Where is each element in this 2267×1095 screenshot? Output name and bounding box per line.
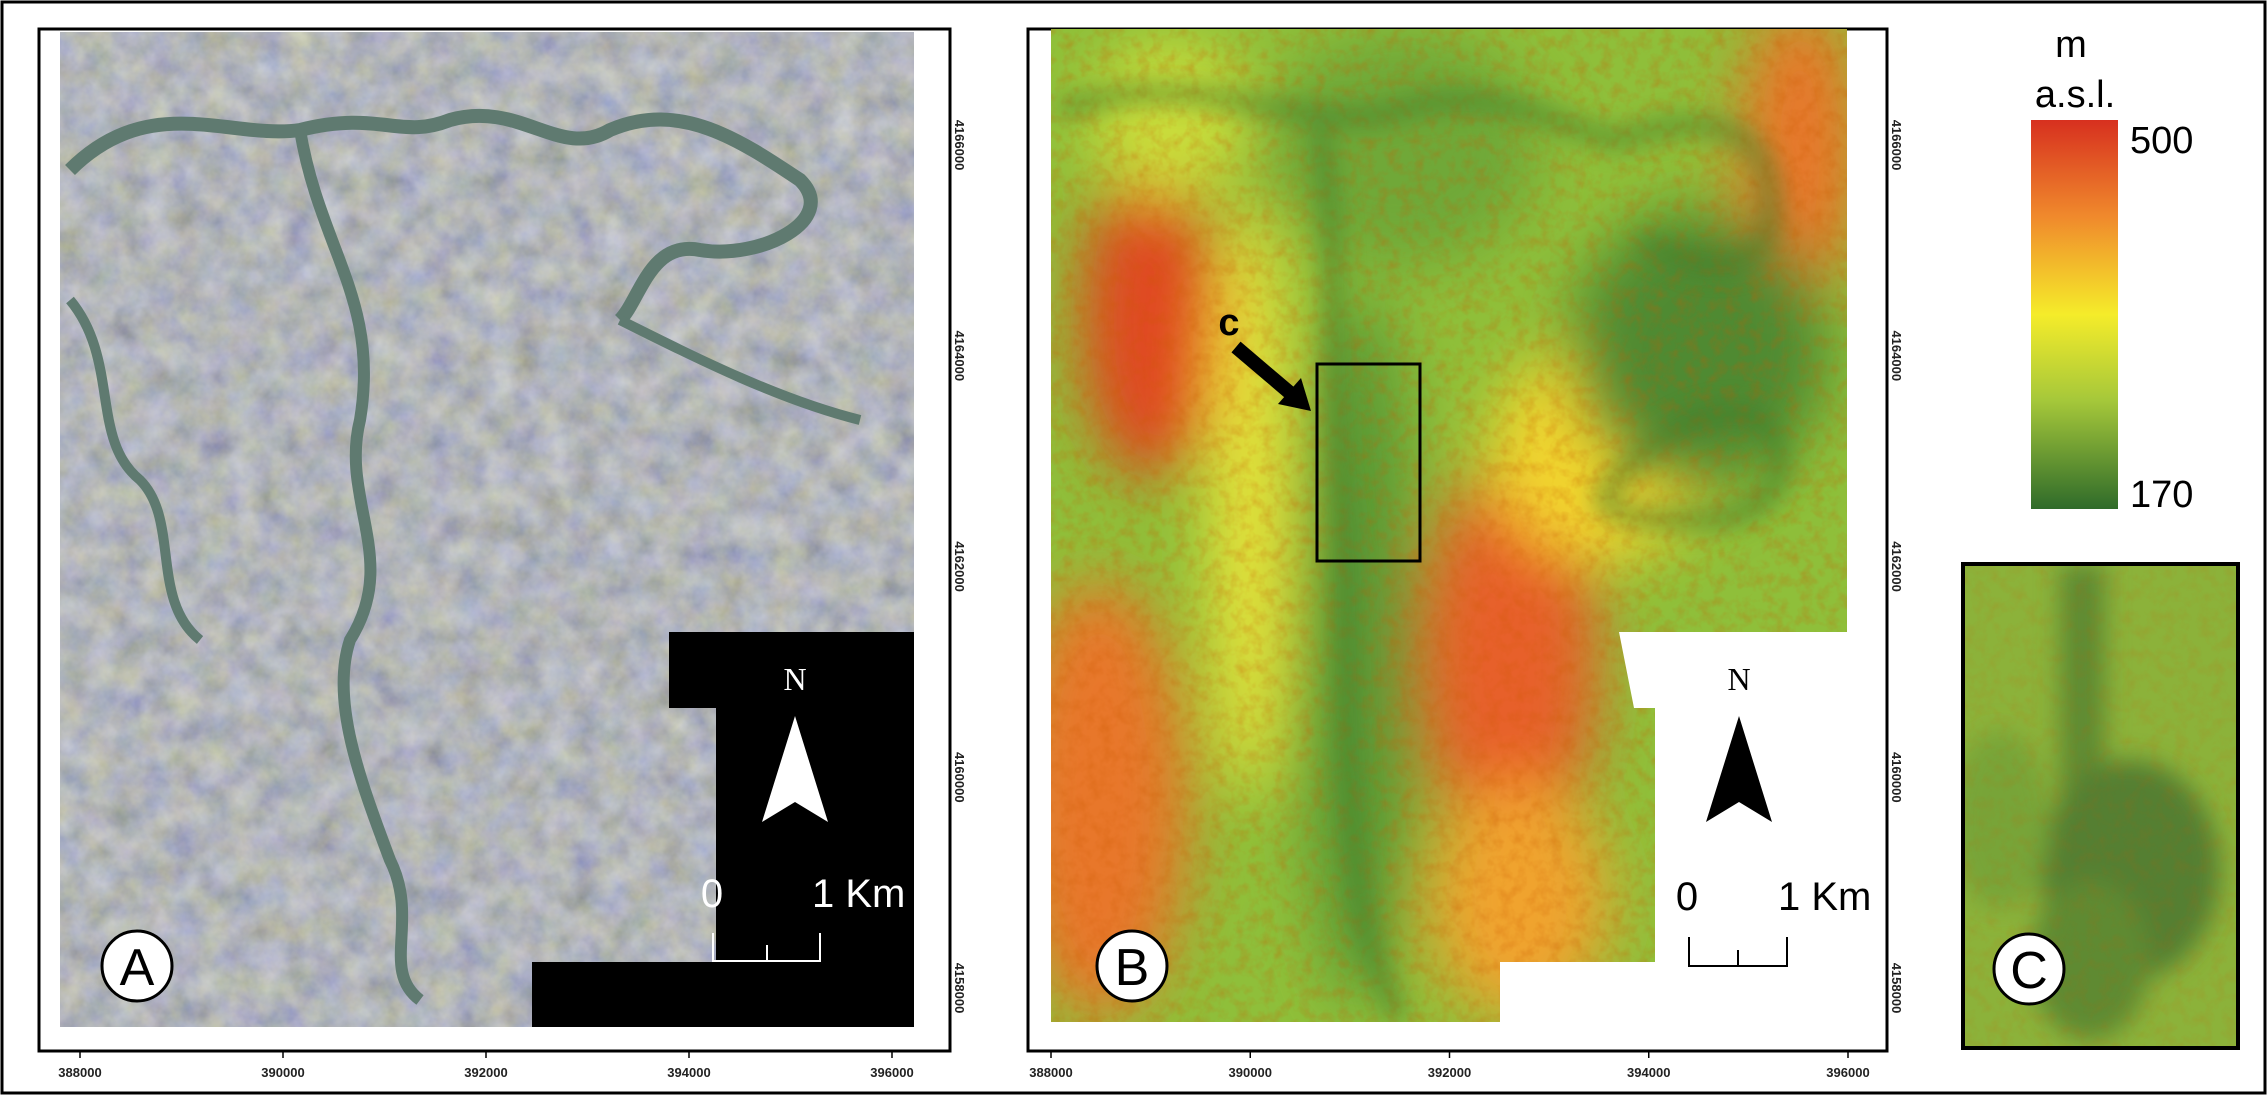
elevation-legend: m a.s.l. 500 170 xyxy=(2031,24,2193,516)
north-label: N xyxy=(783,661,806,697)
y-tick-label: 4164000 xyxy=(952,330,967,381)
color-ramp xyxy=(2031,120,2118,509)
y-tick-label: 4162000 xyxy=(952,541,967,592)
x-tick-label: 396000 xyxy=(1826,1065,1869,1080)
legend-min: 170 xyxy=(2130,474,2193,516)
y-tick-label: 4158000 xyxy=(952,963,967,1014)
panel-a: N 0 1 Km A 388000 390000 392000 394000 39600… xyxy=(39,29,967,1080)
scale-end: 1 Km xyxy=(812,872,905,916)
y-tick-label: 4160000 xyxy=(1889,752,1904,803)
y-tick-label: 4164000 xyxy=(1889,330,1904,381)
panel-label: A xyxy=(120,939,155,997)
scale-start: 0 xyxy=(701,872,723,916)
callout-label: c xyxy=(1218,302,1239,344)
panel-c: C xyxy=(1950,564,2238,1048)
x-tick-label: 390000 xyxy=(1229,1065,1272,1080)
x-tick-label: 392000 xyxy=(464,1065,507,1080)
x-tick-label: 388000 xyxy=(58,1065,101,1080)
y-tick-label: 4166000 xyxy=(1889,120,1904,171)
panel-label: B xyxy=(1115,939,1150,997)
legend-reference: a.s.l. xyxy=(2035,74,2115,116)
legend-max: 500 xyxy=(2130,120,2193,162)
legend-unit: m xyxy=(2055,24,2087,66)
x-tick-label: 392000 xyxy=(1428,1065,1471,1080)
x-tick-label: 396000 xyxy=(870,1065,913,1080)
figure: N 0 1 Km A 388000 390000 392000 394000 39600… xyxy=(0,0,2267,1095)
x-tick-label: 390000 xyxy=(261,1065,304,1080)
panel-b: c N 0 1 Km B 388000 390000 392000 394000 396… xyxy=(1010,0,1904,1080)
scale-start: 0 xyxy=(1676,875,1698,919)
north-label: N xyxy=(1727,661,1750,697)
scale-end: 1 Km xyxy=(1778,875,1871,919)
scale-box xyxy=(735,872,800,914)
panel-label: C xyxy=(2010,942,2048,1000)
elevation-model xyxy=(1010,0,1860,1022)
x-tick-label: 394000 xyxy=(667,1065,710,1080)
y-tick-label: 4162000 xyxy=(1889,541,1904,592)
x-tick-label: 388000 xyxy=(1029,1065,1072,1080)
y-tick-label: 4166000 xyxy=(952,120,967,171)
y-tick-label: 4158000 xyxy=(1889,963,1904,1014)
y-tick-label: 4160000 xyxy=(952,752,967,803)
x-tick-label: 394000 xyxy=(1627,1065,1670,1080)
